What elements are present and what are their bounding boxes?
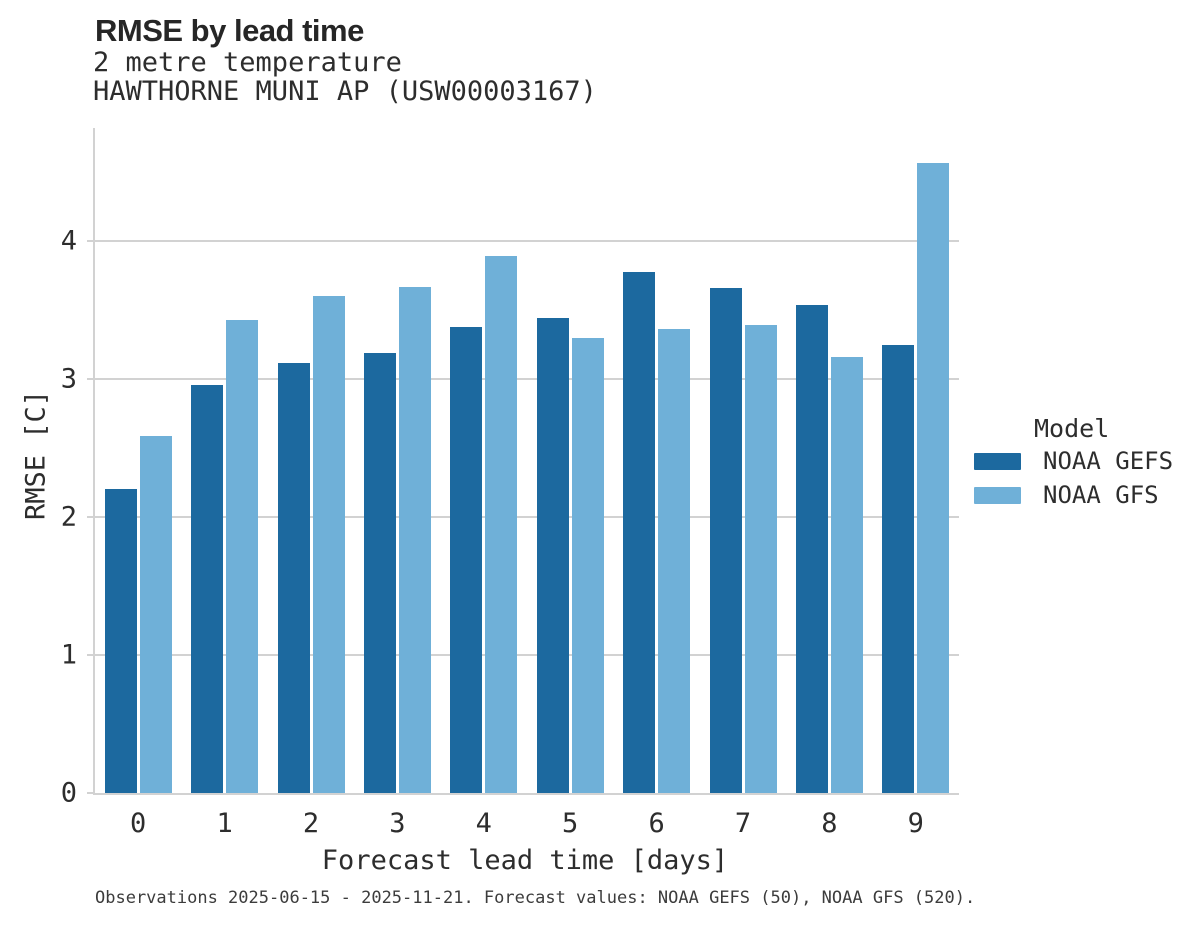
- legend-label-noaa-gfs: NOAA GFS: [1043, 481, 1159, 509]
- y-tick-label-2: 2: [60, 501, 77, 533]
- bar-noaa-gefs-day-6: [623, 271, 656, 793]
- x-tick-label-8: 8: [821, 808, 838, 839]
- legend-title: Model: [1034, 414, 1110, 443]
- x-tick-label-7: 7: [734, 808, 752, 839]
- bar-noaa-gefs-day-4: [450, 326, 483, 793]
- y-tick-label-0: 0: [60, 777, 77, 809]
- x-tick-label-1: 1: [216, 808, 233, 839]
- bar-noaa-gfs-day-1: [226, 319, 259, 793]
- bar-noaa-gfs-day-8: [830, 357, 863, 793]
- y-tick-mark-0: [87, 792, 93, 794]
- x-tick-label-2: 2: [302, 808, 320, 839]
- bar-noaa-gefs-day-7: [709, 288, 742, 793]
- y-tick-mark-3: [87, 378, 93, 381]
- bar-noaa-gefs-day-1: [191, 384, 224, 793]
- gridline-y-1: [95, 654, 959, 657]
- legend-swatch-noaa-gefs: [974, 452, 1021, 470]
- bar-noaa-gfs-day-4: [485, 256, 518, 793]
- gridline-y-2: [95, 516, 959, 519]
- bar-noaa-gefs-day-8: [795, 304, 828, 793]
- chart-subtitle: 2 metre temperature HAWTHORNE MUNI AP (U…: [93, 48, 597, 106]
- bar-noaa-gefs-day-0: [104, 489, 137, 793]
- bar-noaa-gefs-day-9: [882, 344, 915, 793]
- chart-subtitle-line2: HAWTHORNE MUNI AP (USW00003167): [93, 76, 597, 107]
- bar-noaa-gfs-day-0: [139, 435, 172, 793]
- y-tick-label-3: 3: [60, 363, 77, 395]
- chart-title: RMSE by lead time: [95, 13, 364, 48]
- gridline-y-3: [95, 378, 959, 381]
- bar-noaa-gefs-day-3: [363, 352, 396, 793]
- y-tick-label-1: 1: [60, 639, 77, 671]
- legend-label-noaa-gefs: NOAA GEFS: [1043, 447, 1174, 475]
- bar-noaa-gfs-day-7: [744, 325, 777, 793]
- bar-noaa-gfs-day-5: [571, 337, 604, 793]
- gridline-y-4: [95, 240, 959, 243]
- y-tick-mark-2: [87, 516, 93, 519]
- x-tick-label-0: 0: [130, 808, 147, 839]
- footnote: Observations 2025-06-15 - 2025-11-21. Fo…: [95, 888, 976, 908]
- x-tick-label-9: 9: [907, 808, 924, 839]
- legend-item-noaa-gfs: NOAA GFS: [974, 478, 1173, 512]
- x-tick-label-6: 6: [648, 808, 665, 839]
- chart-subtitle-line1: 2 metre temperature: [93, 47, 402, 78]
- legend-item-noaa-gefs: NOAA GEFS: [974, 444, 1173, 478]
- y-tick-label-4: 4: [60, 225, 77, 257]
- bar-noaa-gfs-day-3: [398, 286, 431, 793]
- legend: Model NOAA GEFS NOAA GFS: [974, 414, 1173, 512]
- y-tick-mark-4: [87, 240, 93, 243]
- bar-noaa-gfs-day-6: [658, 329, 691, 793]
- x-axis-title: Forecast lead time [days]: [321, 845, 729, 876]
- bar-noaa-gefs-day-2: [277, 362, 310, 793]
- x-tick-label-4: 4: [475, 808, 492, 839]
- x-tick-label-3: 3: [389, 808, 406, 839]
- bar-noaa-gfs-day-2: [312, 296, 345, 793]
- x-tick-label-5: 5: [562, 808, 579, 839]
- y-axis-title: RMSE [C]: [20, 389, 52, 521]
- y-tick-mark-1: [87, 654, 93, 657]
- bar-noaa-gefs-day-5: [536, 318, 569, 793]
- bar-noaa-gfs-day-9: [917, 162, 950, 793]
- plot-area: 0 1 2 3 4 0 1 2 3 4 5 6 7 8 9: [61, 128, 959, 839]
- legend-swatch-noaa-gfs: [974, 486, 1021, 504]
